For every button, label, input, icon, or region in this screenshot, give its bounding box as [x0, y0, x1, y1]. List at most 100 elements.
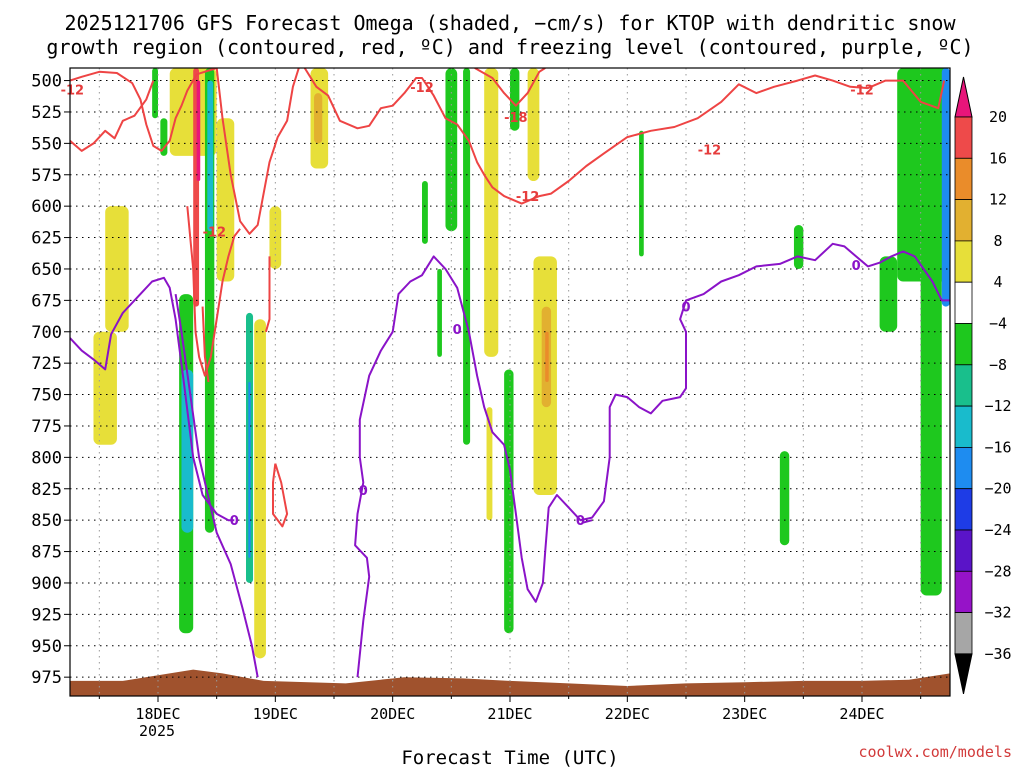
- dgz-contour: [264, 256, 271, 333]
- dgz-contour: [272, 463, 289, 528]
- colorbar-tick-label: 16: [989, 149, 1007, 167]
- omega-cell: [545, 331, 549, 382]
- omega-cell: [510, 68, 520, 131]
- omega-cell: [897, 68, 950, 282]
- omega-cell: [105, 206, 129, 332]
- omega-cell: [793, 225, 804, 269]
- y-tick-label: 600: [31, 197, 62, 217]
- colorbar-segment: [954, 405, 973, 448]
- dgz-contour-label: -12: [410, 81, 434, 96]
- x-tick-label: 23DEC: [722, 705, 767, 723]
- freezing-contour-label: 0: [576, 514, 585, 529]
- colorbar-segment: [954, 570, 973, 613]
- omega-cell: [486, 407, 493, 521]
- omega-cell: [879, 256, 898, 332]
- colorbar-tick-label: 12: [989, 191, 1007, 209]
- omega-cell: [314, 93, 323, 144]
- y-tick-label: 625: [31, 229, 62, 249]
- freezing-contour-label: 0: [681, 301, 690, 316]
- y-tick-label: 825: [31, 480, 62, 500]
- y-tick-label: 550: [31, 134, 62, 154]
- omega-cell: [463, 68, 471, 445]
- omega-cell: [941, 68, 950, 307]
- freezing-contour-label: 0: [852, 259, 861, 274]
- colorbar-bottom-arrow: [954, 653, 973, 695]
- colorbar-tick-label: −20: [984, 480, 1011, 498]
- colorbar-tick-label: −4: [989, 315, 1007, 333]
- dgz-contour: [70, 80, 155, 152]
- omega-cell: [445, 68, 458, 232]
- omega-cell: [248, 382, 251, 558]
- dgz-contour-label: -12: [203, 225, 227, 240]
- credit-text: coolwx.com/models: [858, 743, 1012, 761]
- x-tick-label: 22DEC: [605, 705, 650, 723]
- omega-cell: [216, 118, 235, 282]
- omega-cell: [254, 319, 266, 659]
- dgz-contour: [474, 68, 546, 107]
- colorbar-tick-label: −12: [984, 397, 1011, 415]
- colorbar-tick-label: −36: [984, 645, 1011, 663]
- dgz-contour: [303, 68, 946, 205]
- y-tick-label: 975: [31, 668, 62, 688]
- y-tick-label: 525: [31, 103, 62, 123]
- contour-labels: -12 -12 -12 -18 -12 -12 -12 0 0 0 0 0 0: [61, 81, 874, 529]
- freezing-contour-label: 0: [230, 514, 239, 529]
- freezing-contour: [70, 276, 235, 522]
- omega-cell: [484, 68, 499, 357]
- dgz-contour: [70, 68, 218, 152]
- x-tick-label: 20DEC: [370, 705, 415, 723]
- y-tick-label: 850: [31, 511, 62, 531]
- colorbar-segment: [954, 612, 973, 655]
- omega-cell: [207, 80, 214, 232]
- omega-cell: [196, 80, 201, 182]
- y-tick-label: 750: [31, 386, 62, 406]
- y-tick-label: 650: [31, 260, 62, 280]
- colorbar-tick-label: −16: [984, 438, 1011, 456]
- y-tick-label: 725: [31, 354, 62, 374]
- colorbar-segment: [954, 364, 973, 407]
- dgz-contour: [215, 68, 300, 235]
- dgz-contour-label: -12: [850, 83, 874, 98]
- x-axis-year-label: 2025: [139, 722, 175, 740]
- omega-cell: [93, 331, 117, 445]
- omega-cell: [527, 68, 540, 182]
- colorbar-segment: [954, 281, 973, 324]
- colorbar-segment: [954, 529, 973, 572]
- colorbar-segment: [954, 199, 973, 242]
- terrain-ground: [70, 669, 950, 696]
- freezing-contour: [174, 293, 259, 678]
- omega-cell: [181, 369, 194, 533]
- y-tick-label: 900: [31, 574, 62, 594]
- omega-cell: [422, 181, 428, 244]
- colorbar-tick-label: −8: [989, 356, 1007, 374]
- omega-cell: [152, 68, 158, 119]
- freezing-contour: [582, 519, 593, 524]
- dgz-contour-label: -18: [504, 111, 528, 126]
- y-tick-label: 800: [31, 448, 62, 468]
- colorbar-tick-label: 20: [989, 108, 1007, 126]
- omega-cell: [779, 451, 790, 546]
- x-tick-label: 18DEC: [135, 705, 180, 723]
- dgz-contour-label: -12: [516, 190, 540, 205]
- colorbar-segment: [954, 323, 973, 366]
- y-tick-label: 675: [31, 291, 62, 311]
- dgz-contour: [201, 306, 210, 383]
- dgz-contour-label: -12: [61, 83, 85, 98]
- x-axis-ticks: 18DEC 19DEC 20DEC 21DEC 22DEC 23DEC 24DEC: [98, 696, 922, 723]
- y-tick-label: 700: [31, 323, 62, 343]
- x-axis-title: Forecast Time (UTC): [401, 747, 618, 768]
- contour-layer: [70, 68, 950, 678]
- colorbar-tick-label: −24: [984, 521, 1011, 539]
- y-tick-label: 950: [31, 637, 62, 657]
- omega-cell: [639, 130, 644, 257]
- freezing-contour: [354, 242, 950, 678]
- dgz-contour: [186, 206, 241, 377]
- y-tick-label: 775: [31, 417, 62, 437]
- y-tick-label: 500: [31, 72, 62, 92]
- colorbar-segment: [954, 488, 973, 531]
- y-tick-label: 925: [31, 605, 62, 625]
- freezing-contour-label: 0: [359, 484, 368, 499]
- colorbar-tick-label: −28: [984, 562, 1011, 580]
- colorbar-tick-label: −32: [984, 604, 1011, 622]
